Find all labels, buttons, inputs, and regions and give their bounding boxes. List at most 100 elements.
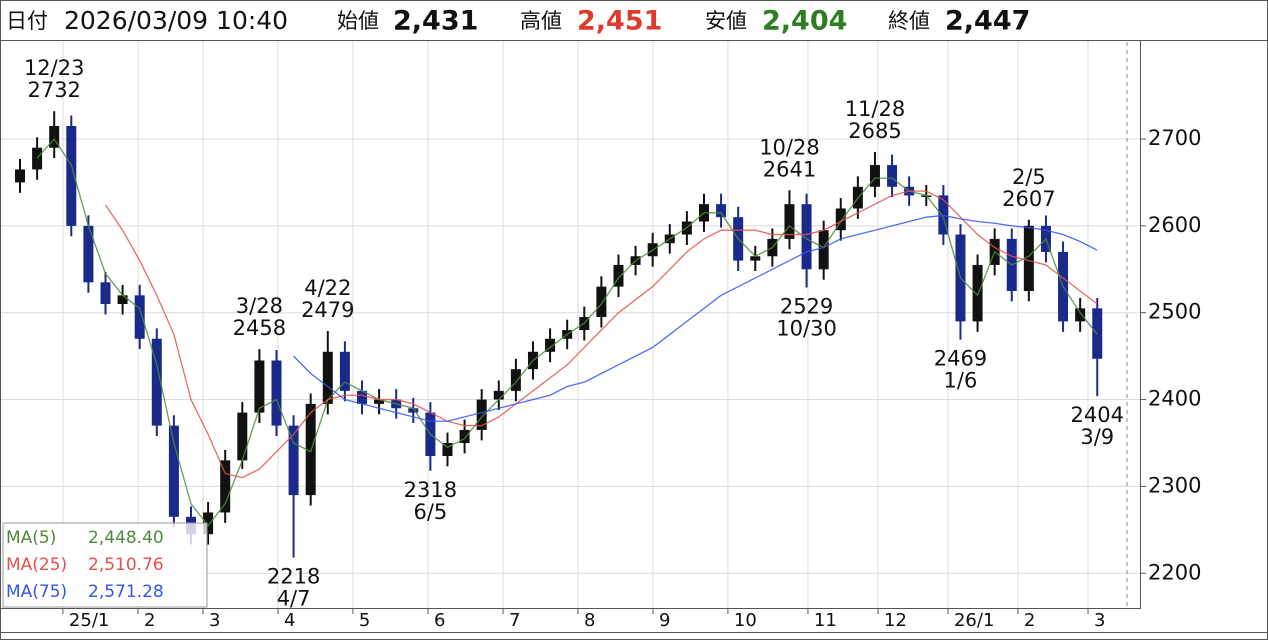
header-label: 高値 — [520, 9, 562, 33]
annotation-date: 6/5 — [413, 500, 447, 524]
candle-body — [271, 360, 282, 426]
x-tick-label: 10 — [734, 610, 757, 631]
x-tick-label: 6 — [434, 610, 445, 631]
annotation-value: 2318 — [404, 478, 457, 502]
candle-body — [887, 165, 898, 187]
header-label: 日付 — [6, 9, 48, 33]
y-tick-label: 2300 — [1148, 473, 1201, 497]
legend: MA(5) 2,448.40 MA(25) 2,510.76 MA(75) 2,571.2… — [2, 522, 208, 608]
candle-body — [835, 208, 846, 231]
candle-body — [49, 125, 60, 148]
annotation-value: 2529 — [780, 295, 833, 319]
candle-body — [1023, 225, 1034, 291]
candle-body — [339, 351, 350, 391]
candle-body — [476, 399, 487, 430]
header-date: 2026/03/09 10:40 — [64, 6, 288, 35]
x-tick-label: 9 — [659, 610, 670, 631]
legend-value: 2,510.76 — [88, 555, 164, 575]
candle-body — [66, 125, 77, 226]
annotation-value: 2732 — [27, 78, 80, 102]
annotation-date: 2/5 — [1012, 165, 1046, 189]
candle-body — [596, 286, 607, 318]
annotation-date: 1/6 — [944, 369, 978, 393]
annotation-date: 10/30 — [776, 317, 837, 341]
candle-body — [374, 399, 385, 404]
annotation-date: 10/28 — [759, 135, 820, 159]
candle-body — [151, 338, 162, 426]
legend-value: 2,571.28 — [88, 582, 164, 602]
x-tick-label: 2 — [144, 610, 155, 631]
candle-body — [408, 408, 419, 413]
annotation-date: 4/7 — [277, 587, 311, 611]
candle-body — [254, 360, 265, 413]
x-tick-label: 3 — [1094, 610, 1105, 631]
x-tick-label: 11 — [814, 610, 837, 631]
candle-body — [83, 225, 94, 283]
candle-body — [716, 204, 727, 218]
x-tick-label: 25/1 — [69, 610, 109, 631]
legend-value: 2,448.40 — [88, 528, 164, 548]
y-tick-label: 2400 — [1148, 387, 1201, 411]
candle-body — [510, 369, 521, 391]
annotation-value: 2469 — [934, 347, 987, 371]
candle-body — [459, 429, 470, 443]
candle-body — [203, 512, 214, 535]
candle-body — [972, 264, 983, 322]
x-tick-label: 4 — [284, 610, 295, 631]
header-open: 2,431 — [393, 6, 478, 37]
x-tick-label: 2 — [1024, 610, 1035, 631]
x-tick-label: 3 — [209, 610, 220, 631]
candle-body — [117, 295, 128, 305]
candle-body — [613, 264, 624, 287]
candle-body — [869, 165, 880, 187]
candle-body — [168, 425, 179, 517]
candle-body — [32, 147, 43, 170]
candle-body — [493, 390, 504, 400]
candle-body — [784, 204, 795, 239]
grid: 2200 2300 2400 2500 2600 2700 25/1 2 3 4 5 6 7 8 9 10 11… — [0, 40, 1201, 631]
legend-box — [2, 522, 208, 608]
candle-body — [305, 403, 316, 496]
annotation-date: 4/22 — [304, 276, 351, 300]
legend-name: MA(25) — [6, 555, 67, 575]
candle-body — [15, 169, 26, 183]
ma-line — [293, 214, 1098, 422]
ma-line — [36, 137, 1098, 527]
candle-body — [801, 204, 812, 270]
x-tick-label: 12 — [884, 610, 907, 631]
candle-body — [220, 460, 231, 513]
candle-body — [134, 295, 145, 339]
annotation-date: 12/23 — [24, 56, 85, 80]
header-high: 2,451 — [577, 6, 662, 37]
annotation-date: 3/28 — [236, 294, 283, 318]
legend-name: MA(75) — [6, 582, 67, 602]
annotation-value: 2685 — [848, 119, 901, 143]
x-tick-label: 5 — [359, 610, 370, 631]
annotation-value: 2641 — [763, 157, 816, 181]
x-tick-label: 8 — [584, 610, 595, 631]
annotation-value: 2607 — [1002, 187, 1055, 211]
annotation-date: 3/9 — [1080, 425, 1114, 449]
header-close: 2,447 — [945, 6, 1030, 37]
y-tick-label: 2200 — [1148, 560, 1201, 584]
ma-line — [104, 190, 1098, 479]
annotation-value: 2458 — [233, 316, 286, 340]
candle-body — [322, 351, 333, 404]
header-label: 安値 — [705, 9, 747, 33]
annotation-value: 2479 — [301, 298, 354, 322]
annotation-value: 2218 — [267, 565, 320, 589]
y-tick-label: 2700 — [1148, 126, 1201, 150]
x-tick-label: 26/1 — [954, 610, 994, 631]
legend-name: MA(5) — [6, 528, 56, 548]
annotation-value: 2404 — [1071, 403, 1124, 427]
header-label: 終値 — [888, 9, 930, 33]
candle-body — [545, 338, 556, 352]
header-low: 2,404 — [762, 6, 847, 37]
candle-body — [100, 282, 111, 305]
y-tick-label: 2500 — [1148, 300, 1201, 324]
candle-body — [818, 230, 829, 270]
x-tick-label: 7 — [509, 610, 520, 631]
